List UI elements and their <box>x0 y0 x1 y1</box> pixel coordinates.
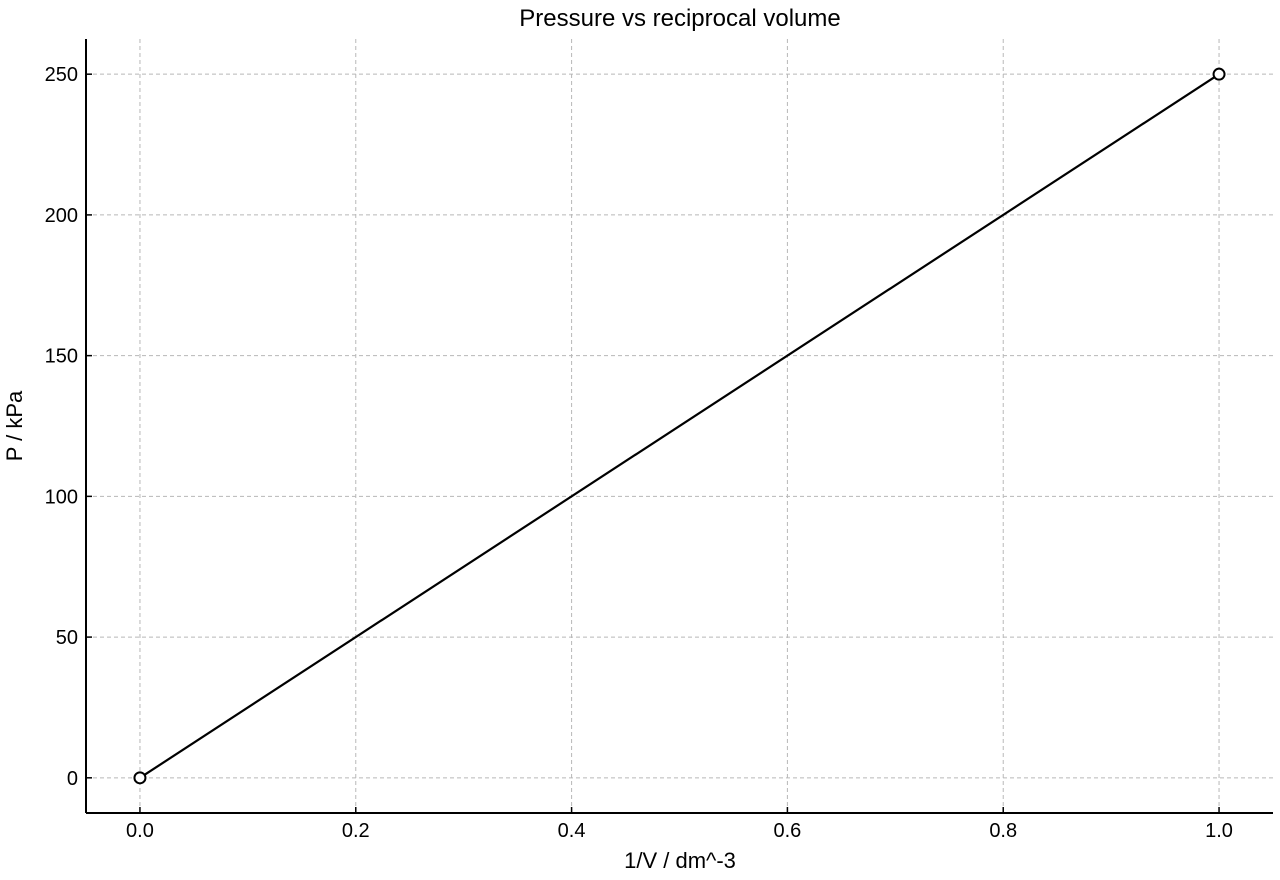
y-tick-label: 50 <box>56 627 78 649</box>
data-point <box>133 771 147 785</box>
x-axis-title: 1/V / dm^-3 <box>624 848 736 873</box>
y-tick-label: 250 <box>45 64 78 86</box>
y-axis-title: P / kPa <box>2 390 27 461</box>
x-tick-label: 0.6 <box>774 820 802 842</box>
series-line <box>139 73 1220 779</box>
ticks: 0.0 0.2 0.4 0.6 0.8 1.0 0 50 100 150 200 250 <box>45 64 1233 842</box>
x-tick-label: 0.4 <box>558 820 586 842</box>
x-tick-label: 0.8 <box>989 820 1017 842</box>
y-tick-label: 200 <box>45 205 78 227</box>
grid <box>86 39 1273 813</box>
data-point <box>1212 67 1226 81</box>
x-tick-label: 0.0 <box>126 820 154 842</box>
y-tick-label: 150 <box>45 346 78 368</box>
series <box>133 67 1226 785</box>
y-tick-label: 0 <box>67 768 78 790</box>
x-tick-label: 0.2 <box>342 820 370 842</box>
x-tick-label: 1.0 <box>1205 820 1233 842</box>
axes <box>85 39 1273 814</box>
chart-title: Pressure vs reciprocal volume <box>519 5 840 32</box>
y-tick-label: 100 <box>45 486 78 508</box>
